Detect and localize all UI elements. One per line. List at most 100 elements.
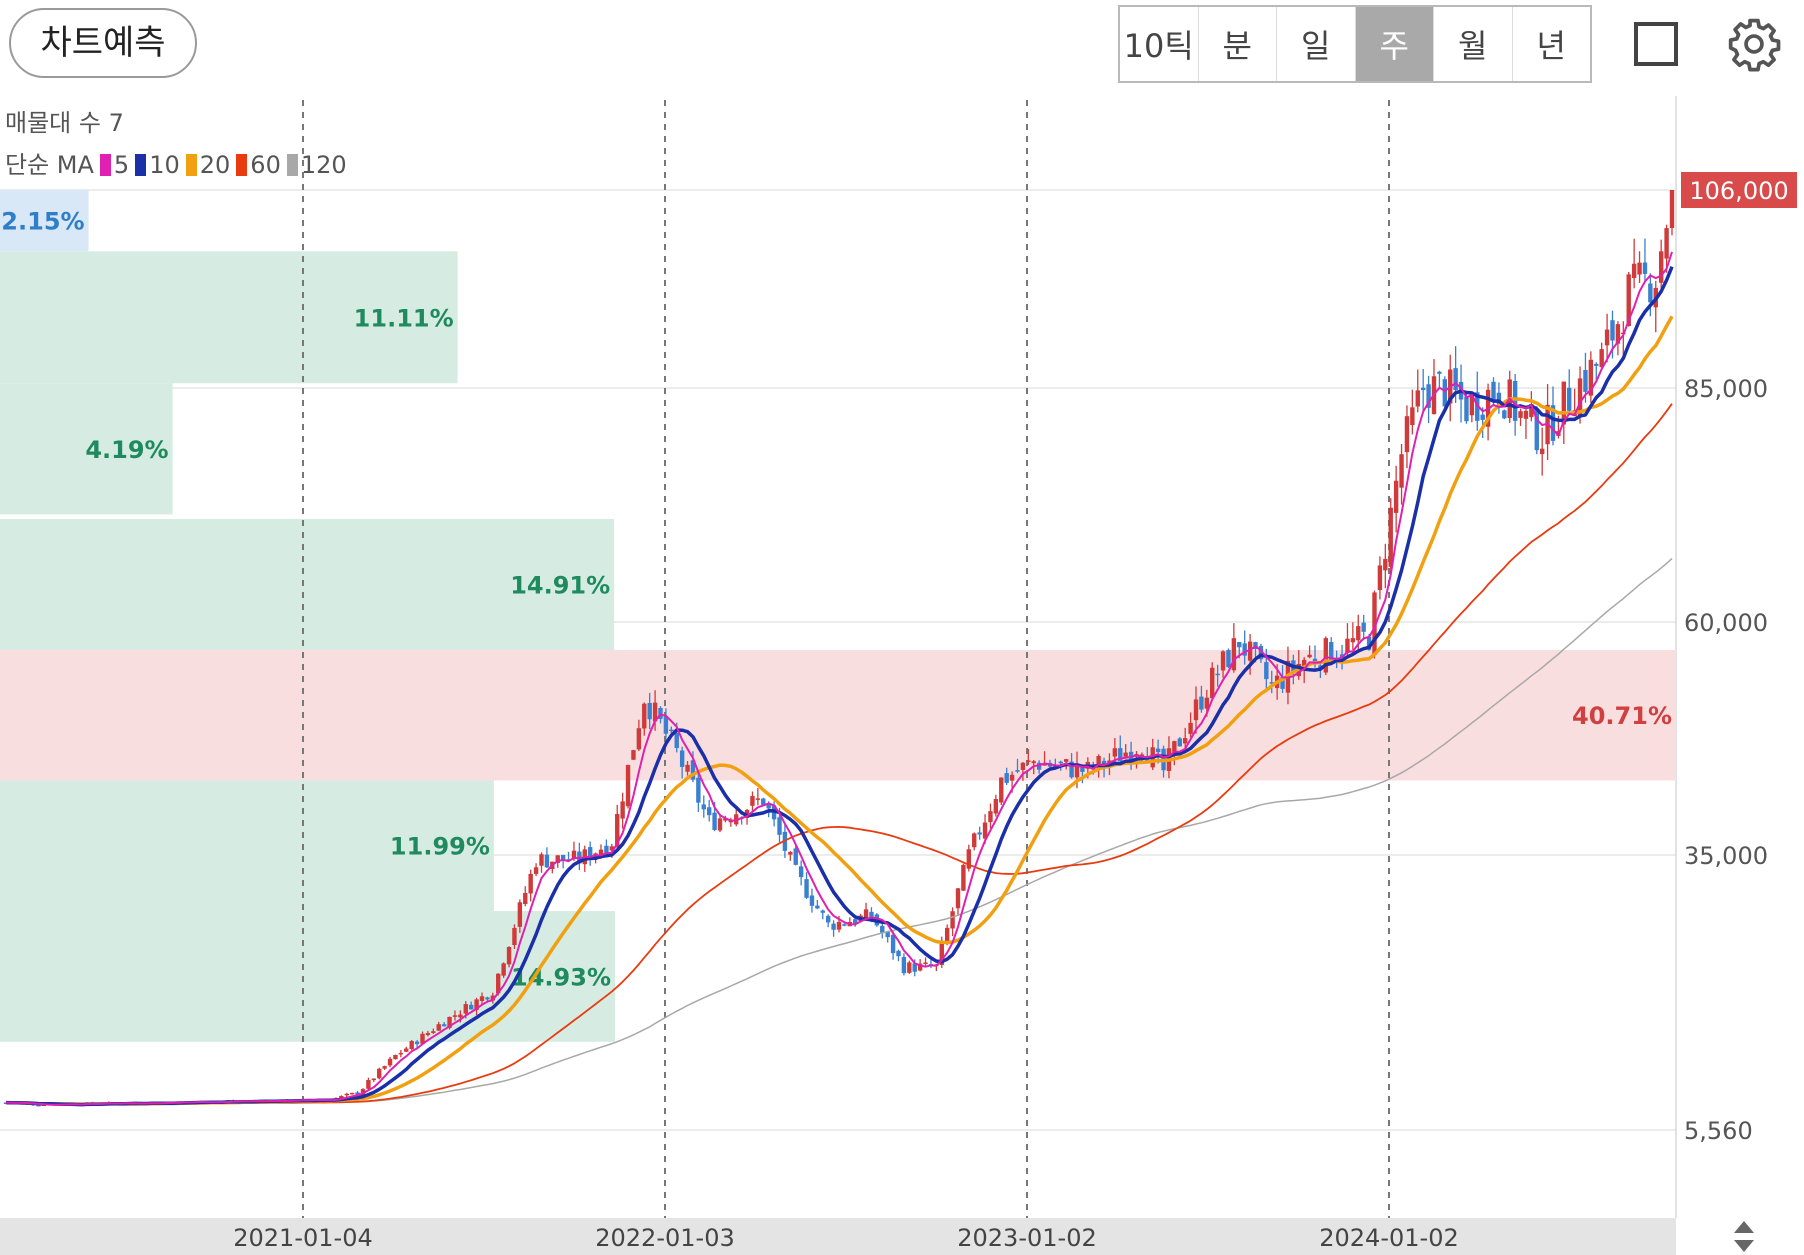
candle bbox=[717, 814, 723, 833]
y-tick-label: 5,560 bbox=[1684, 1117, 1753, 1145]
candle bbox=[1496, 382, 1502, 414]
candle bbox=[371, 1078, 377, 1083]
candle bbox=[1231, 623, 1237, 673]
candle bbox=[993, 794, 999, 817]
candle bbox=[642, 702, 647, 736]
candle bbox=[955, 888, 961, 916]
candle bbox=[1393, 465, 1399, 533]
candle bbox=[377, 1067, 382, 1080]
candle bbox=[685, 760, 690, 776]
candle bbox=[539, 852, 544, 873]
last-price-tag bbox=[1681, 172, 1797, 208]
candle bbox=[696, 771, 701, 812]
candle bbox=[366, 1077, 371, 1091]
candle bbox=[1118, 735, 1123, 762]
candle bbox=[1518, 408, 1523, 426]
volume-profile-bar bbox=[0, 649, 1676, 781]
y-tick-label: 35,000 bbox=[1684, 842, 1768, 870]
volume-profile-label: 11.11% bbox=[354, 304, 454, 332]
candle bbox=[615, 804, 620, 849]
candle bbox=[1642, 238, 1648, 283]
volume-profile-bar bbox=[0, 251, 458, 384]
chart-legend: 매물대 수 7 단순 MA 5 10 20 60 120 bbox=[5, 102, 347, 186]
candle bbox=[825, 914, 831, 928]
candle bbox=[587, 841, 593, 866]
candle bbox=[1415, 369, 1420, 413]
candle bbox=[544, 847, 550, 868]
candle bbox=[1426, 375, 1431, 424]
axis-scroll-icon[interactable] bbox=[1734, 1221, 1754, 1252]
candle bbox=[1269, 670, 1274, 694]
candle bbox=[1188, 712, 1193, 738]
candle bbox=[701, 795, 706, 818]
candle bbox=[1215, 664, 1220, 687]
candle bbox=[890, 930, 896, 960]
candle bbox=[1258, 643, 1264, 663]
candle bbox=[820, 909, 825, 920]
candle bbox=[1399, 443, 1404, 505]
candle bbox=[896, 949, 901, 962]
volume-profile-bar bbox=[0, 383, 173, 515]
candle bbox=[1637, 251, 1642, 283]
candle bbox=[1588, 351, 1594, 403]
price-chart[interactable]: 2.15%11.11%4.19%14.91%40.71%11.99%14.93%… bbox=[0, 96, 1804, 1255]
candle bbox=[1361, 614, 1366, 641]
candle bbox=[1323, 636, 1329, 676]
last-price-label: 106,000 bbox=[1689, 177, 1788, 205]
candle bbox=[669, 726, 674, 734]
candle bbox=[409, 1040, 414, 1051]
candle bbox=[1383, 543, 1388, 589]
candle bbox=[528, 869, 533, 902]
candle bbox=[512, 924, 517, 950]
ma120-swatch bbox=[286, 154, 298, 176]
candle bbox=[798, 860, 804, 886]
fullscreen-icon[interactable] bbox=[1633, 21, 1679, 67]
price-axis: 85,000 60,000 35,000 5,560 106,000 bbox=[1681, 172, 1797, 1145]
candle bbox=[349, 1092, 355, 1095]
candle bbox=[1648, 273, 1653, 317]
y-tick-label: 60,000 bbox=[1684, 609, 1768, 637]
candle bbox=[436, 1021, 441, 1032]
candle bbox=[652, 690, 658, 731]
period-year-button[interactable]: 년 bbox=[1512, 7, 1590, 81]
candle bbox=[999, 777, 1004, 806]
period-minute-button[interactable]: 분 bbox=[1198, 7, 1277, 81]
period-month-button[interactable]: 월 bbox=[1434, 7, 1513, 81]
y-tick-label: 85,000 bbox=[1684, 375, 1768, 403]
candle bbox=[1220, 650, 1226, 678]
candle bbox=[679, 746, 685, 779]
candle bbox=[961, 863, 966, 891]
candle bbox=[815, 900, 820, 910]
candle bbox=[972, 832, 977, 851]
volume-profile-label: 매물대 수 7 bbox=[5, 109, 124, 137]
x-tick-label: 2021-01-04 bbox=[233, 1224, 372, 1252]
candle bbox=[1307, 645, 1312, 659]
candle bbox=[755, 788, 761, 806]
candle bbox=[1664, 224, 1669, 273]
ma5-swatch bbox=[99, 154, 111, 176]
candle bbox=[468, 1001, 474, 1010]
candle bbox=[950, 907, 955, 937]
candle bbox=[977, 826, 982, 840]
candle bbox=[1615, 321, 1621, 356]
chart-predict-button[interactable]: 차트예측 bbox=[9, 8, 197, 78]
gear-icon[interactable] bbox=[1726, 16, 1782, 72]
candle bbox=[431, 1028, 436, 1034]
candle bbox=[885, 930, 890, 943]
candle bbox=[1502, 409, 1507, 420]
candle bbox=[1404, 405, 1410, 469]
candle bbox=[1193, 686, 1199, 734]
candle bbox=[1036, 760, 1042, 774]
moving-averages bbox=[5, 251, 1674, 1107]
candle bbox=[966, 844, 972, 872]
period-day-button[interactable]: 일 bbox=[1277, 7, 1356, 81]
candle bbox=[1210, 662, 1215, 700]
period-week-button[interactable]: 주 bbox=[1355, 7, 1434, 81]
candle bbox=[788, 851, 793, 861]
ma5-line bbox=[5, 251, 1673, 1106]
ma60-swatch bbox=[236, 154, 248, 176]
candle bbox=[517, 899, 523, 933]
period-tick-button[interactable]: 10틱 bbox=[1120, 7, 1199, 81]
volume-profile: 2.15%11.11%4.19%14.91%40.71%11.99%14.93% bbox=[0, 190, 1676, 1042]
candle bbox=[907, 960, 912, 974]
